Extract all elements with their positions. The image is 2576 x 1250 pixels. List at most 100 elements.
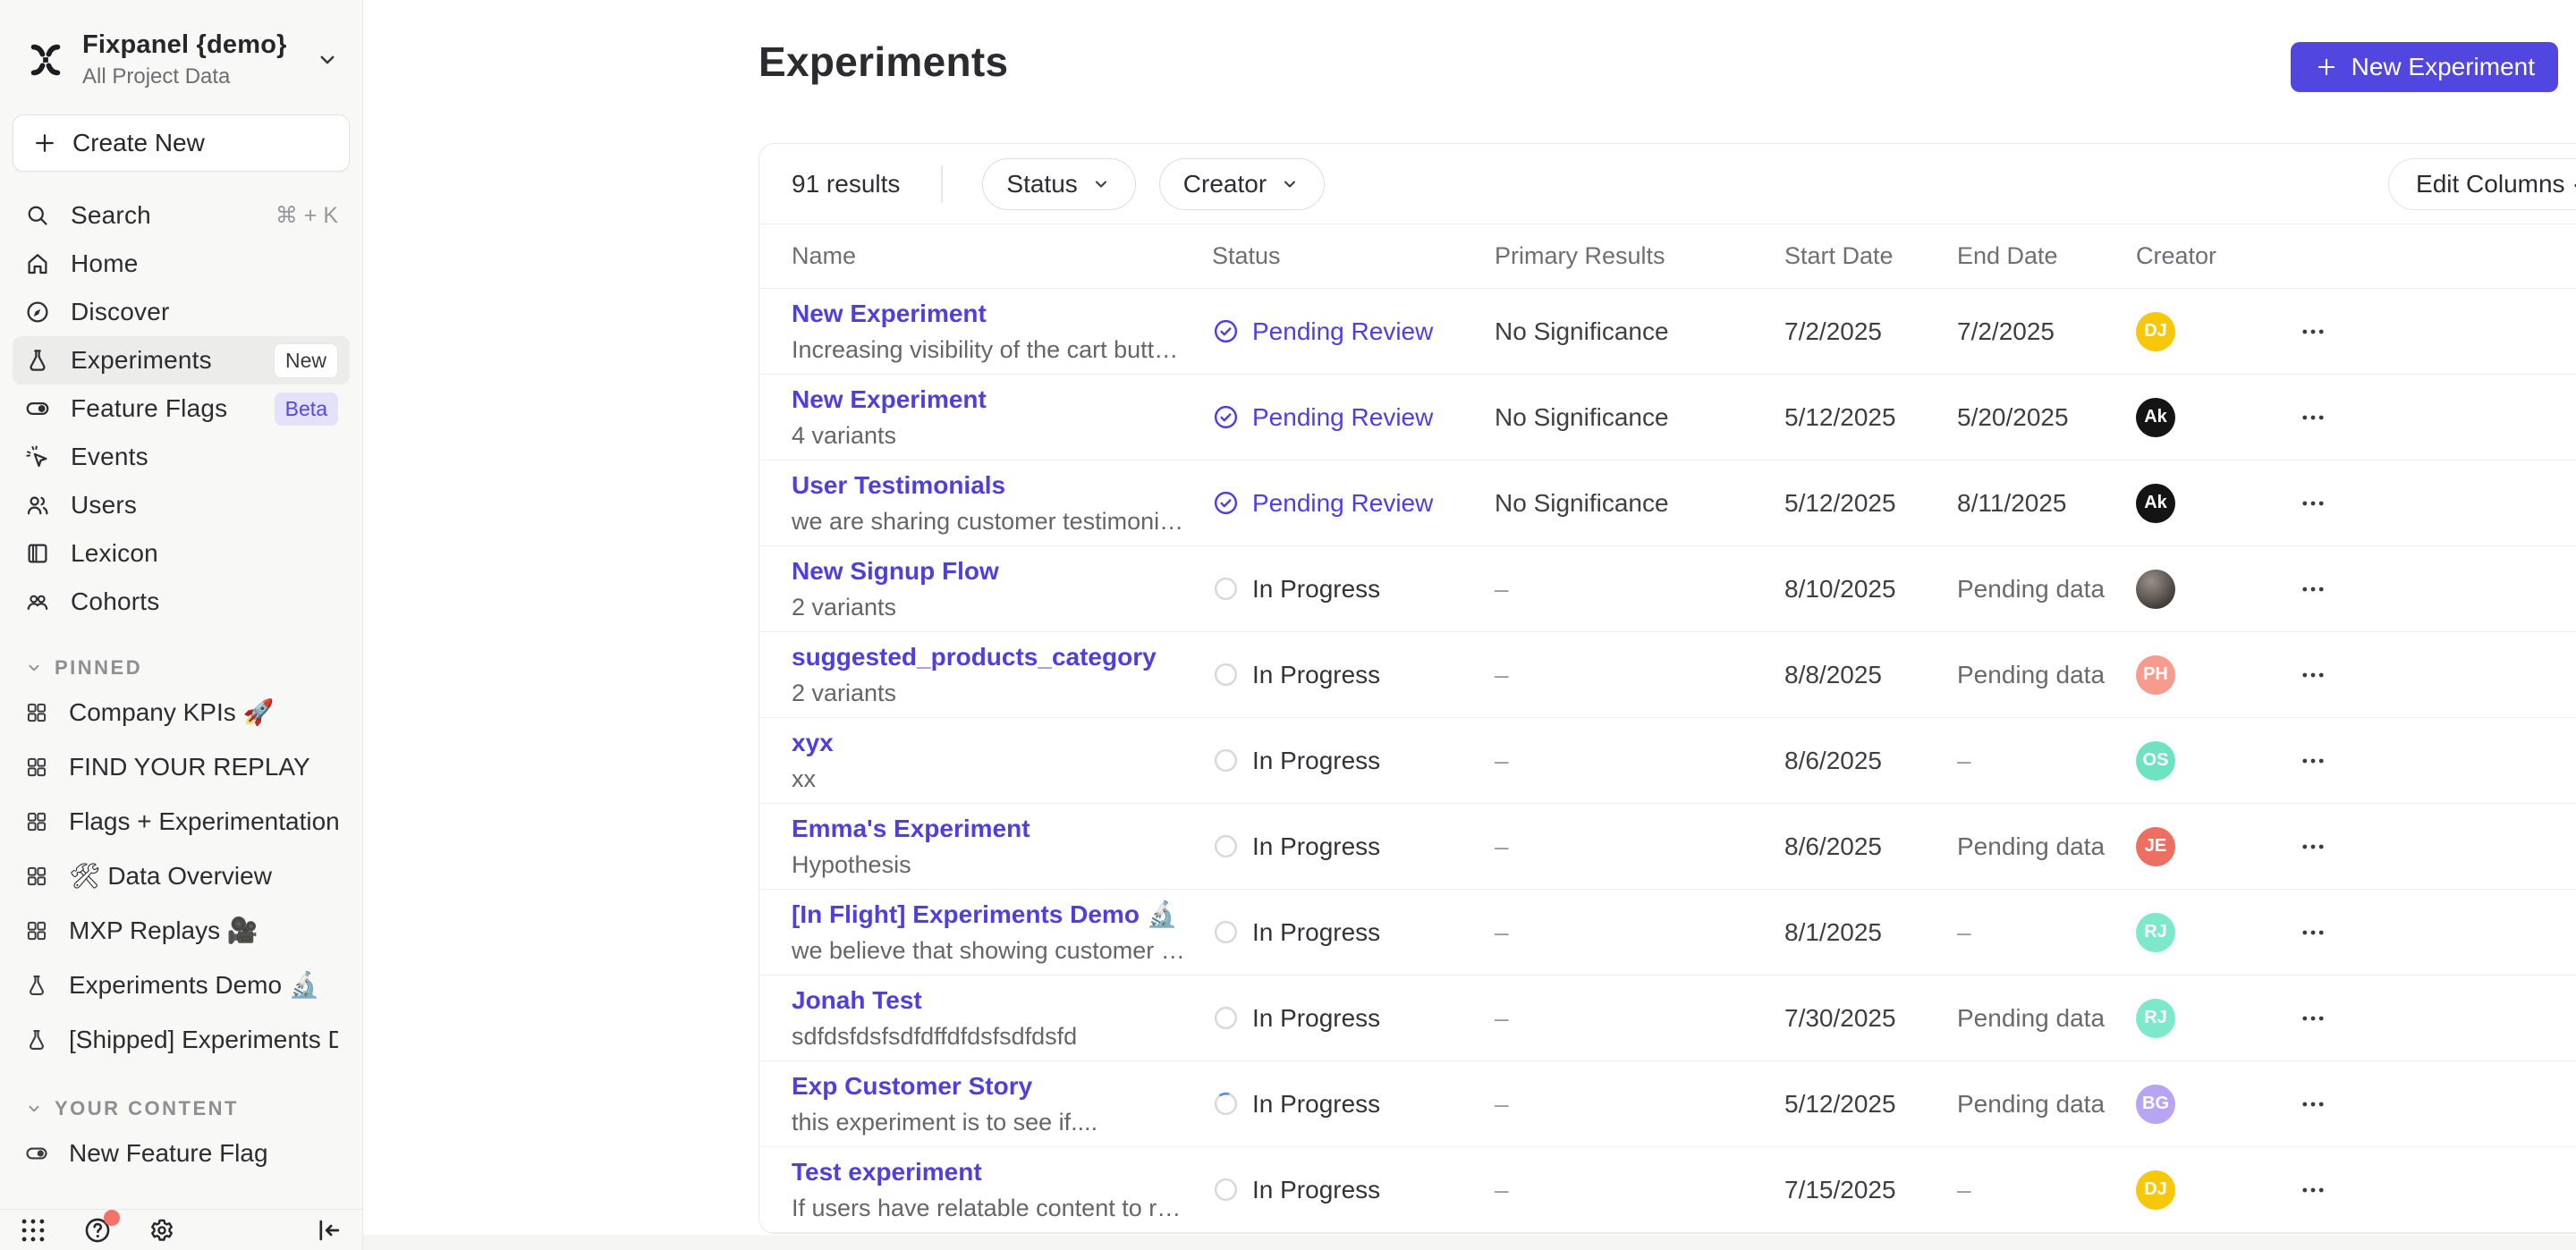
primary-results-cell: – — [1495, 660, 1509, 688]
creator-avatar[interactable]: PH — [2136, 655, 2175, 695]
apps-grid-icon[interactable] — [18, 1215, 48, 1246]
row-menu-button[interactable] — [2289, 999, 2337, 1038]
experiment-name-link[interactable]: Test experiment — [792, 1157, 982, 1186]
pinned-section-header[interactable]: PINNED — [24, 656, 350, 680]
creator-avatar[interactable]: RJ — [2136, 912, 2175, 952]
sidebar-nav-item[interactable]: Discover — [13, 288, 350, 336]
ellipsis-icon — [2298, 1175, 2328, 1205]
creator-avatar[interactable]: Ak — [2136, 483, 2175, 523]
sidebar: Fixpanel {demo} All Project Data Create … — [0, 0, 363, 1250]
creator-avatar[interactable]: DJ — [2136, 311, 2175, 351]
start-date-cell: 5/12/2025 — [1784, 1089, 1896, 1118]
row-menu-button[interactable] — [2289, 655, 2337, 695]
help-icon[interactable] — [82, 1209, 120, 1246]
chevron-down-icon — [24, 1099, 44, 1119]
column-header[interactable]: End Date — [1957, 242, 2058, 269]
main-content: Experiments New Experiment 91 results St… — [363, 0, 2576, 1250]
sidebar-nav-item[interactable]: Search ⌘ + K — [13, 191, 350, 240]
row-menu-button[interactable] — [2289, 570, 2337, 609]
your-content-item[interactable]: New Feature Flag — [13, 1126, 350, 1180]
nav-item-label: Feature Flags — [71, 394, 228, 422]
creator-avatar[interactable]: DJ — [2136, 1170, 2175, 1210]
column-header[interactable]: Status — [1212, 242, 1281, 269]
collapse-sidebar-icon[interactable] — [314, 1215, 344, 1246]
status-cell: In Progress — [1212, 747, 1495, 775]
creator-avatar[interactable]: OS — [2136, 740, 2175, 781]
status-label: In Progress — [1252, 1175, 1381, 1204]
row-menu-button[interactable] — [2289, 484, 2337, 523]
creator-avatar[interactable]: Ak — [2136, 397, 2175, 437]
end-date-cell: 8/11/2025 — [1957, 488, 2067, 517]
experiment-name-link[interactable]: New Experiment — [792, 384, 987, 413]
pinned-item[interactable]: MXP Replays 🎥 — [13, 903, 350, 958]
experiment-description: xx — [792, 764, 816, 792]
create-new-button[interactable]: Create New — [13, 114, 350, 172]
experiment-description: Hypothesis — [792, 850, 911, 878]
sidebar-nav-item[interactable]: Events — [13, 433, 350, 481]
table-row: Emma's Experiment Hypothesis In Progress… — [759, 804, 2576, 890]
status-label: In Progress — [1252, 1089, 1381, 1118]
nav-item-label: Events — [71, 443, 148, 470]
experiment-name-link[interactable]: User Testimonials — [792, 470, 1006, 499]
end-date-cell: – — [1957, 746, 1971, 774]
column-header[interactable]: Creator — [2136, 242, 2217, 269]
ellipsis-icon — [2298, 917, 2328, 948]
row-menu-button[interactable] — [2289, 1085, 2337, 1124]
status-icon — [1212, 918, 1240, 946]
pinned-item-label: 🛠 Data Overview — [69, 862, 272, 890]
sidebar-nav-item[interactable]: Home — [13, 240, 350, 288]
status-filter-dropdown[interactable]: Status — [982, 157, 1136, 210]
creator-avatar[interactable]: BG — [2136, 1084, 2175, 1124]
pinned-item[interactable]: FIND YOUR REPLAY — [13, 739, 350, 794]
status-icon — [1212, 489, 1240, 517]
experiment-name-link[interactable]: suggested_products_category — [792, 642, 1157, 671]
experiment-name-link[interactable]: Emma's Experiment — [792, 814, 1030, 842]
creator-avatar[interactable] — [2136, 569, 2175, 609]
pinned-item[interactable]: Flags + Experimentation Demo , — [13, 794, 350, 849]
experiment-name-link[interactable]: Jonah Test — [792, 985, 922, 1014]
column-header[interactable]: Name — [792, 242, 857, 269]
column-header[interactable]: Start Date — [1784, 242, 1894, 269]
sidebar-nav-item[interactable]: Lexicon — [13, 529, 350, 578]
creator-avatar[interactable]: RJ — [2136, 998, 2175, 1038]
pinned-item[interactable]: Company KPIs 🚀 — [13, 685, 350, 739]
row-menu-button[interactable] — [2289, 913, 2337, 952]
pinned-item[interactable]: [Shipped] Experiments Demo 🖊 — [13, 1012, 350, 1067]
row-menu-button[interactable] — [2289, 741, 2337, 781]
sidebar-nav-item[interactable]: Cohorts — [13, 578, 350, 626]
sidebar-nav-item[interactable]: Users — [13, 481, 350, 529]
nav-item-badge: Beta — [274, 392, 338, 426]
new-experiment-button[interactable]: New Experiment — [2290, 42, 2558, 92]
nav-item-icon — [24, 492, 51, 519]
experiment-description: sdfdsfdsfsdfdffdfdsfsdfdsfd — [792, 1022, 1078, 1050]
row-menu-button[interactable] — [2289, 312, 2337, 351]
pinned-item[interactable]: 🛠 Data Overview — [13, 849, 350, 903]
plus-icon — [2314, 55, 2339, 80]
experiment-name-link[interactable]: [In Flight] Experiments Demo 🔬 — [792, 900, 1178, 928]
column-header[interactable]: Primary Results — [1495, 242, 1665, 269]
edit-columns-button[interactable]: Edit Columns · 6 — [2388, 157, 2576, 210]
experiment-name-link[interactable]: Exp Customer Story — [792, 1071, 1033, 1100]
status-icon — [1212, 661, 1240, 688]
nav-item-label: Discover — [71, 298, 170, 325]
creator-filter-dropdown[interactable]: Creator — [1158, 157, 1326, 210]
row-menu-button[interactable] — [2289, 827, 2337, 866]
settings-gear-icon[interactable] — [147, 1215, 177, 1246]
your-content-section-header[interactable]: YOUR CONTENT — [24, 1097, 350, 1120]
sidebar-nav-item[interactable]: Experiments New — [13, 336, 350, 384]
org-switcher[interactable]: Fixpanel {demo} All Project Data — [0, 0, 362, 89]
status-label: In Progress — [1252, 574, 1381, 603]
sidebar-nav-item[interactable]: Feature Flags Beta — [13, 384, 350, 433]
create-new-label: Create New — [72, 129, 205, 156]
row-menu-button[interactable] — [2289, 1170, 2337, 1210]
status-icon — [1212, 1090, 1240, 1118]
experiment-name-link[interactable]: xyx — [792, 728, 834, 756]
experiment-description: 4 variants — [792, 421, 897, 449]
status-icon — [1212, 1004, 1240, 1032]
experiment-name-link[interactable]: New Signup Flow — [792, 556, 999, 585]
experiment-description: 2 variants — [792, 593, 897, 621]
creator-avatar[interactable]: JE — [2136, 826, 2175, 866]
experiment-name-link[interactable]: New Experiment — [792, 299, 987, 327]
pinned-item[interactable]: Experiments Demo 🔬 — [13, 958, 350, 1012]
row-menu-button[interactable] — [2289, 398, 2337, 437]
